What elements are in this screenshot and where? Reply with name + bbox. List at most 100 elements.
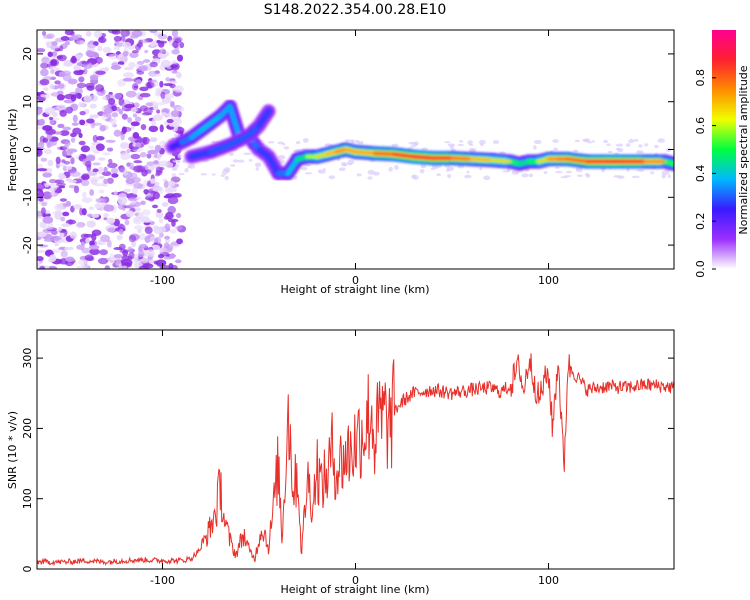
noise-blob — [89, 240, 95, 247]
noise-blob — [97, 36, 107, 43]
noise-blob — [221, 170, 227, 176]
noise-blob — [168, 180, 176, 187]
noise-blob — [581, 138, 589, 142]
noise-blob — [96, 136, 105, 141]
noise-blob — [135, 142, 142, 148]
noise-blob — [130, 146, 139, 150]
noise-blob — [106, 147, 114, 152]
noise-blob — [302, 138, 309, 143]
noise-blob — [150, 73, 162, 77]
noise-blob — [51, 117, 60, 121]
noise-blob — [136, 70, 145, 75]
noise-blob — [95, 143, 105, 152]
noise-blob — [47, 265, 58, 269]
noise-blob — [636, 169, 645, 172]
noise-blob — [157, 226, 167, 233]
noise-blob — [78, 76, 85, 83]
noise-blob — [478, 139, 486, 145]
noise-blob — [94, 203, 102, 209]
noise-blob — [81, 197, 93, 203]
noise-blob — [83, 68, 88, 75]
noise-blob — [170, 64, 178, 69]
y-tick-label: 0 — [21, 566, 34, 573]
spectrogram-ridge-layer — [165, 99, 674, 181]
noise-blob — [86, 118, 95, 124]
noise-blob — [467, 140, 473, 146]
noise-blob — [51, 41, 58, 46]
noise-blob — [65, 106, 73, 114]
noise-blob — [106, 239, 112, 248]
noise-blob — [103, 178, 109, 185]
noise-blob — [533, 145, 537, 150]
noise-blob — [86, 155, 96, 162]
noise-blob — [67, 78, 78, 85]
ridge-peak — [344, 148, 357, 154]
noise-blob — [40, 68, 49, 77]
noise-blob — [78, 132, 83, 139]
noise-blob — [134, 206, 142, 212]
noise-blob — [149, 42, 156, 48]
noise-blob — [85, 31, 92, 37]
noise-blob — [37, 168, 48, 172]
noise-blob — [585, 172, 590, 177]
noise-blob — [626, 167, 630, 172]
noise-blob — [82, 191, 87, 199]
noise-blob — [54, 210, 63, 216]
noise-blob — [254, 162, 262, 168]
noise-blob — [70, 137, 76, 143]
ridge-peak — [392, 153, 415, 158]
ridge-peak — [566, 157, 589, 163]
noise-blob — [137, 250, 145, 258]
noise-blob — [81, 61, 90, 65]
noise-blob — [141, 218, 152, 223]
noise-blob — [436, 173, 442, 177]
noise-blob — [521, 173, 529, 178]
noise-blob — [606, 143, 611, 147]
noise-blob — [466, 170, 470, 174]
noise-blob — [68, 219, 74, 225]
noise-blob — [118, 165, 125, 173]
noise-blob — [267, 141, 275, 144]
noise-blob — [155, 259, 167, 267]
colorbar-tick-label: 0.0 — [694, 260, 707, 278]
noise-blob — [344, 139, 352, 142]
noise-blob — [661, 170, 670, 175]
noise-blob — [128, 234, 137, 243]
noise-blob — [412, 174, 419, 180]
noise-blob — [350, 139, 354, 142]
noise-blob — [61, 159, 66, 164]
noise-blob — [444, 141, 451, 144]
noise-blob — [293, 175, 298, 180]
noise-blob — [37, 191, 45, 198]
spectrogram-x-label: Height of straight line (km) — [280, 283, 429, 296]
noise-blob — [107, 227, 116, 233]
noise-blob — [178, 172, 185, 176]
noise-blob — [130, 176, 142, 184]
noise-blob — [157, 253, 165, 259]
noise-blob — [89, 189, 95, 196]
noise-blob — [84, 254, 94, 261]
noise-blob — [37, 249, 46, 254]
noise-blob — [135, 79, 142, 85]
noise-blob — [149, 137, 158, 142]
noise-blob — [130, 125, 135, 130]
noise-blob — [108, 158, 113, 164]
noise-blob — [644, 143, 649, 147]
noise-blob — [171, 30, 179, 38]
noise-blob — [159, 80, 164, 88]
ridge-peak — [354, 150, 377, 155]
noise-blob — [388, 166, 393, 172]
noise-blob — [164, 235, 171, 240]
noise-blob — [103, 213, 109, 218]
noise-blob — [86, 44, 97, 49]
colorbar-gradient — [712, 30, 736, 269]
noise-blob — [73, 185, 80, 194]
noise-blob — [602, 139, 609, 144]
noise-blob — [71, 122, 79, 126]
ridge-core — [227, 103, 243, 141]
noise-blob — [130, 153, 141, 160]
noise-blob — [92, 168, 99, 173]
noise-blob — [109, 117, 117, 125]
noise-blob — [98, 175, 105, 180]
x-tick-label: 0 — [352, 574, 359, 587]
